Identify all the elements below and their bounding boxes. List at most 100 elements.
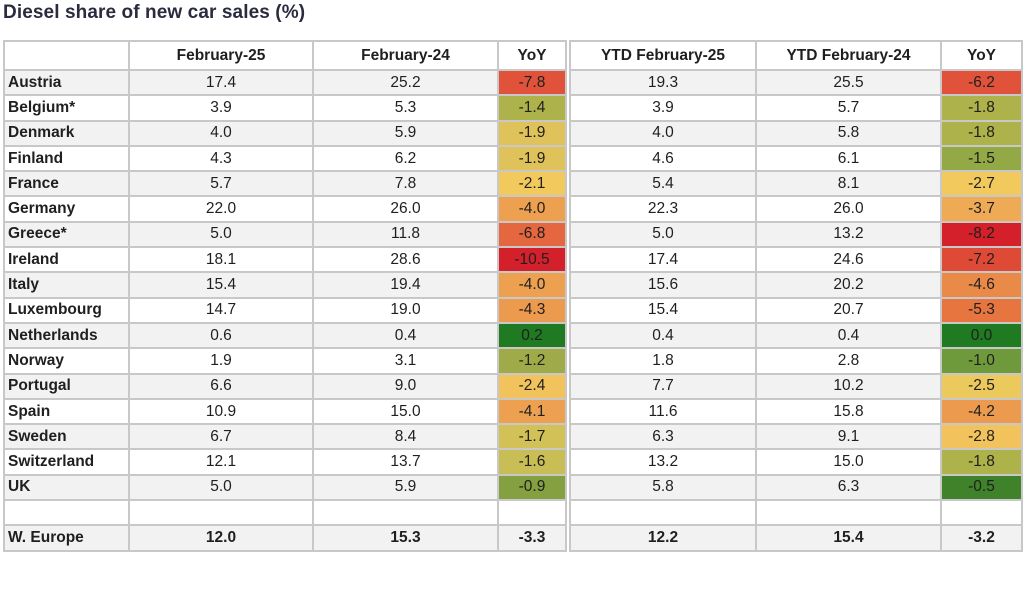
- yoy-cell: -4.0: [497, 271, 569, 299]
- feb24-cell: 25.2: [312, 68, 499, 97]
- ytd25-cell: 6.3: [565, 423, 757, 451]
- header-country: [3, 40, 130, 71]
- yoy-cell: -4.1: [497, 397, 569, 426]
- yoy-cell: -1.2: [497, 347, 569, 375]
- ytd25-cell: 17.4: [565, 246, 757, 274]
- table-row: Luxembourg 14.7 19.0 -4.3 15.4 20.7 -5.3: [3, 296, 1023, 324]
- total-country-cell: W. Europe: [3, 524, 130, 552]
- feb25-cell: 10.9: [128, 397, 314, 426]
- table-row: France 5.7 7.8 -2.1 5.4 8.1 -2.7: [3, 170, 1023, 198]
- ytd-yoy-cell: -1.8: [940, 119, 1023, 147]
- ytd-yoy-cell: -2.7: [940, 170, 1023, 198]
- diesel-share-table: February-25 February-24 YoY YTD February…: [3, 40, 1023, 552]
- ytd25-cell: 7.7: [565, 372, 757, 400]
- ytd-yoy-cell: 0.0: [940, 321, 1023, 350]
- ytd24-cell: 25.5: [755, 68, 942, 97]
- ytd25-cell: 15.4: [565, 296, 757, 324]
- ytd-yoy-cell: -1.8: [940, 448, 1023, 476]
- feb25-cell: 6.6: [128, 372, 314, 400]
- country-cell: Ireland: [3, 246, 130, 274]
- ytd24-cell: 26.0: [755, 195, 942, 223]
- yoy-cell: 0.2: [497, 321, 569, 350]
- feb25-cell: 0.6: [128, 321, 314, 350]
- country-cell: Italy: [3, 271, 130, 299]
- ytd24-cell: 13.2: [755, 220, 942, 249]
- spacer-cell: [128, 499, 314, 527]
- feb24-cell: 7.8: [312, 170, 499, 198]
- ytd24-cell: 5.8: [755, 119, 942, 147]
- table-row: Ireland 18.1 28.6 -10.5 17.4 24.6 -7.2: [3, 246, 1023, 274]
- table-row: Germany 22.0 26.0 -4.0 22.3 26.0 -3.7: [3, 195, 1023, 223]
- country-cell: Belgium*: [3, 94, 130, 122]
- table-row: Greece* 5.0 11.8 -6.8 5.0 13.2 -8.2: [3, 220, 1023, 249]
- feb24-cell: 9.0: [312, 372, 499, 400]
- table-row: Portugal 6.6 9.0 -2.4 7.7 10.2 -2.5: [3, 372, 1023, 400]
- feb25-cell: 5.7: [128, 170, 314, 198]
- total-ytd24-cell: 15.4: [755, 524, 942, 552]
- spacer-cell: [3, 499, 130, 527]
- feb24-cell: 5.3: [312, 94, 499, 122]
- country-cell: France: [3, 170, 130, 198]
- table-row: UK 5.0 5.9 -0.9 5.8 6.3 -0.5: [3, 473, 1023, 502]
- yoy-cell: -2.4: [497, 372, 569, 400]
- feb25-cell: 17.4: [128, 68, 314, 97]
- ytd25-cell: 4.6: [565, 144, 757, 173]
- feb25-cell: 15.4: [128, 271, 314, 299]
- ytd25-cell: 11.6: [565, 397, 757, 426]
- spacer-cell: [565, 499, 757, 527]
- yoy-cell: -6.8: [497, 220, 569, 249]
- ytd25-cell: 13.2: [565, 448, 757, 476]
- country-cell: Finland: [3, 144, 130, 173]
- spacer-cell: [312, 499, 499, 527]
- ytd25-cell: 5.8: [565, 473, 757, 502]
- ytd24-cell: 15.0: [755, 448, 942, 476]
- table-row: Spain 10.9 15.0 -4.1 11.6 15.8 -4.2: [3, 397, 1023, 426]
- yoy-cell: -1.4: [497, 94, 569, 122]
- ytd-yoy-cell: -2.5: [940, 372, 1023, 400]
- table-row: Sweden 6.7 8.4 -1.7 6.3 9.1 -2.8: [3, 423, 1023, 451]
- ytd-yoy-cell: -1.0: [940, 347, 1023, 375]
- ytd25-cell: 1.8: [565, 347, 757, 375]
- feb25-cell: 18.1: [128, 246, 314, 274]
- spacer-row: [3, 499, 1023, 527]
- ytd25-cell: 5.0: [565, 220, 757, 249]
- header-yoy: YoY: [497, 40, 569, 71]
- yoy-cell: -1.7: [497, 423, 569, 451]
- ytd24-cell: 6.1: [755, 144, 942, 173]
- ytd-yoy-cell: -0.5: [940, 473, 1023, 502]
- feb24-cell: 6.2: [312, 144, 499, 173]
- table-row: Denmark 4.0 5.9 -1.9 4.0 5.8 -1.8: [3, 119, 1023, 147]
- header-feb24: February-24: [312, 40, 499, 71]
- feb25-cell: 22.0: [128, 195, 314, 223]
- country-cell: Denmark: [3, 119, 130, 147]
- feb24-cell: 8.4: [312, 423, 499, 451]
- total-row: W. Europe 12.0 15.3 -3.3 12.2 15.4 -3.2: [3, 524, 1023, 552]
- table-row: Netherlands 0.6 0.4 0.2 0.4 0.4 0.0: [3, 321, 1023, 350]
- feb24-cell: 0.4: [312, 321, 499, 350]
- feb25-cell: 5.0: [128, 473, 314, 502]
- yoy-cell: -7.8: [497, 68, 569, 97]
- country-cell: Spain: [3, 397, 130, 426]
- table-row: Italy 15.4 19.4 -4.0 15.6 20.2 -4.6: [3, 271, 1023, 299]
- feb25-cell: 4.0: [128, 119, 314, 147]
- feb24-cell: 3.1: [312, 347, 499, 375]
- table-row: Belgium* 3.9 5.3 -1.4 3.9 5.7 -1.8: [3, 94, 1023, 122]
- table-row: Austria 17.4 25.2 -7.8 19.3 25.5 -6.2: [3, 68, 1023, 97]
- yoy-cell: -10.5: [497, 246, 569, 274]
- feb24-cell: 11.8: [312, 220, 499, 249]
- spacer-cell: [497, 499, 569, 527]
- total-feb24-cell: 15.3: [312, 524, 499, 552]
- country-cell: Norway: [3, 347, 130, 375]
- ytd24-cell: 8.1: [755, 170, 942, 198]
- feb25-cell: 1.9: [128, 347, 314, 375]
- yoy-cell: -1.6: [497, 448, 569, 476]
- yoy-cell: -2.1: [497, 170, 569, 198]
- feb25-cell: 5.0: [128, 220, 314, 249]
- header-row: February-25 February-24 YoY YTD February…: [3, 40, 1023, 71]
- ytd-yoy-cell: -6.2: [940, 68, 1023, 97]
- country-cell: Netherlands: [3, 321, 130, 350]
- ytd-yoy-cell: -4.2: [940, 397, 1023, 426]
- feb25-cell: 12.1: [128, 448, 314, 476]
- feb24-cell: 5.9: [312, 473, 499, 502]
- feb24-cell: 26.0: [312, 195, 499, 223]
